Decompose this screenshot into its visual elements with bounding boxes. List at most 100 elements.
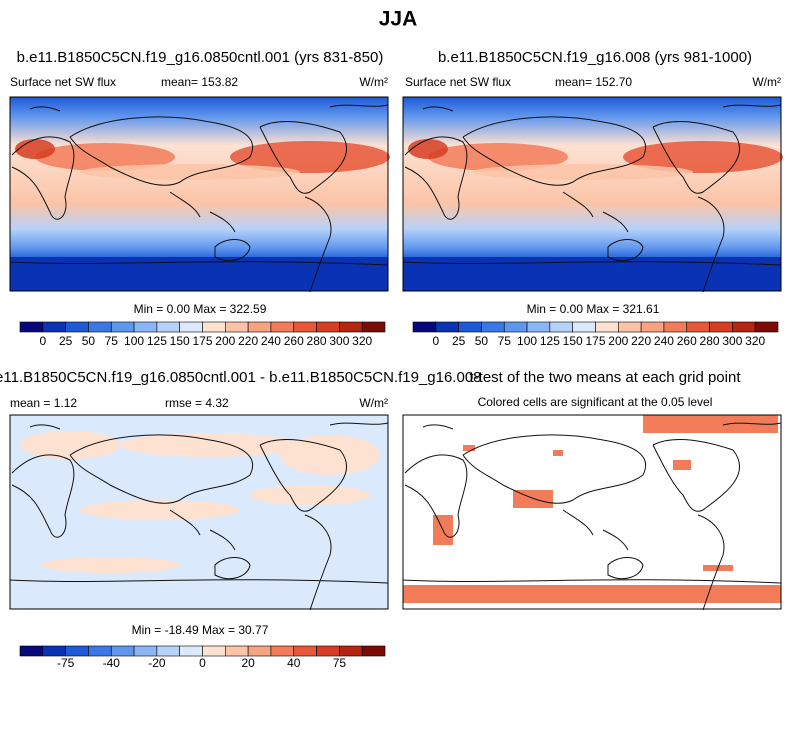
diff-region	[40, 557, 180, 573]
colorbar-label: 320	[352, 334, 372, 348]
colorbar-box	[156, 321, 180, 333]
colorbar-box	[732, 321, 756, 333]
diff-region	[280, 435, 380, 475]
rmse: rmse = 4.32	[165, 396, 229, 410]
colorbar-box	[202, 321, 226, 333]
colorbar-label: 100	[124, 334, 144, 348]
coastline	[69, 434, 253, 504]
colorbar-box	[526, 321, 551, 333]
colorbar-box	[663, 321, 688, 333]
colorbar-box	[133, 321, 158, 333]
mean: mean = 1.12	[10, 396, 77, 410]
variable: Surface net SW flux	[405, 75, 511, 89]
coastline	[214, 557, 251, 580]
significant-cells	[643, 415, 778, 433]
colorbar-label: 75	[333, 656, 347, 670]
colorbar-box	[412, 321, 437, 333]
colorbar-box	[640, 321, 665, 333]
maps	[9, 96, 783, 611]
figure-title: JJA	[379, 8, 418, 31]
colorbar-box	[156, 645, 180, 657]
colorbar-box	[110, 645, 135, 657]
colorbar-box	[88, 645, 112, 657]
coastline	[652, 439, 740, 512]
coastline	[462, 116, 646, 186]
flux-region	[15, 139, 55, 159]
colorbar-label: 75	[498, 334, 512, 348]
coastline	[169, 191, 236, 233]
colorbar-box	[247, 645, 272, 657]
panel-title: b.e11.B1850C5CN.f19_g16.008 (yrs 981-100…	[438, 49, 752, 66]
colorbar-label: 0	[199, 656, 206, 670]
colorbar-box	[19, 645, 44, 657]
colorbar-label: 125	[147, 334, 167, 348]
map-frame	[9, 414, 389, 610]
colorbar-label: 25	[59, 334, 73, 348]
flux-region	[80, 164, 300, 180]
colorbar-label: 125	[540, 334, 560, 348]
colorbar-box	[270, 321, 295, 333]
units: W/m²	[359, 75, 388, 89]
panel-title: b.e11.B1850C5CN.f19_g16.0850cntl.001 - b…	[0, 369, 481, 386]
colorbar-box	[709, 321, 733, 333]
flux-region	[473, 164, 693, 180]
colorbar-box	[270, 645, 295, 657]
colorbar-box	[339, 645, 363, 657]
coastline	[304, 514, 332, 611]
colorbar-label: 25	[452, 334, 466, 348]
colorbar-box	[686, 321, 710, 333]
colorbar-label: 220	[631, 334, 651, 348]
colorbar-box	[316, 321, 340, 333]
significant-cells	[403, 585, 781, 603]
colorbar-label: -20	[148, 656, 166, 670]
colorbar-box	[225, 321, 249, 333]
colorbar-box	[19, 321, 44, 333]
colorbar-label: -75	[57, 656, 75, 670]
colorbar-box	[293, 645, 317, 657]
colorbar-label: 200	[215, 334, 235, 348]
colorbar-label: 0	[39, 334, 46, 348]
colorbar-label: 200	[608, 334, 628, 348]
map	[402, 414, 782, 611]
coastline	[697, 196, 725, 293]
coastline	[259, 121, 347, 194]
colorbar-box	[179, 321, 203, 333]
coastline	[29, 104, 389, 112]
colorbar-box	[293, 321, 317, 333]
colorbar-box	[618, 321, 642, 333]
coastline	[214, 239, 251, 262]
colorbar-box	[133, 645, 158, 657]
map-frame	[9, 96, 389, 292]
colorbar-label: 300	[329, 334, 349, 348]
colorbar-box	[202, 645, 226, 657]
colorbar-box	[65, 645, 89, 657]
coastline	[9, 261, 389, 266]
colorbar-box	[503, 321, 528, 333]
coastline	[29, 422, 389, 430]
colorbar-label: 150	[563, 334, 583, 348]
diff-region	[20, 431, 120, 459]
coastline	[562, 509, 629, 551]
coastline	[422, 422, 782, 430]
min-max: Min = 0.00 Max = 321.61	[527, 302, 660, 316]
flux-region	[35, 143, 175, 171]
mean: mean= 153.82	[161, 75, 238, 89]
colorbar-label: 50	[82, 334, 96, 348]
coastline	[69, 116, 253, 186]
diff-region	[250, 485, 370, 505]
colorbar-box	[339, 321, 363, 333]
coastline	[9, 579, 389, 584]
significant-cells	[463, 445, 475, 451]
diff-region	[80, 500, 240, 520]
colorbar-label: 175	[585, 334, 605, 348]
panel-title: t-test of the two means at each grid poi…	[470, 369, 742, 386]
flux-region	[408, 139, 448, 159]
colorbar-label: 20	[241, 656, 255, 670]
colorbar-box	[572, 321, 596, 333]
colorbar-label: 220	[238, 334, 258, 348]
colorbar-box	[42, 645, 66, 657]
colorbar-box	[65, 321, 89, 333]
colorbar-box	[595, 321, 619, 333]
coastline	[607, 557, 644, 580]
